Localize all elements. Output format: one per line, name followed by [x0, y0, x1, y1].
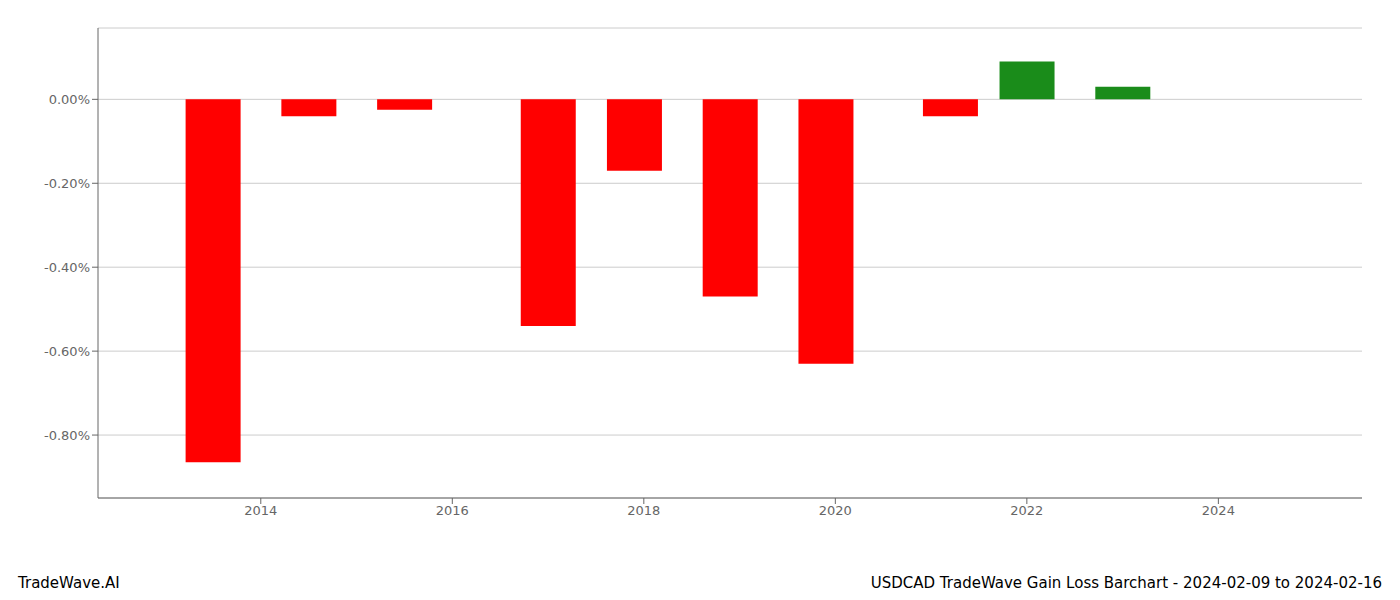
svg-text:-0.20%: -0.20%	[44, 176, 90, 191]
svg-text:-0.80%: -0.80%	[44, 428, 90, 443]
svg-text:2022: 2022	[1010, 503, 1043, 518]
svg-text:2018: 2018	[627, 503, 660, 518]
svg-text:2014: 2014	[244, 503, 277, 518]
html-text:USDCAD TradeWave Gain Loss Bar: USDCAD TradeWave Gain Loss Barchart - 20…	[870, 574, 1382, 592]
svg-text:-0.40%: -0.40%	[44, 260, 90, 275]
svg-text:2024: 2024	[1202, 503, 1235, 518]
svg-text:2016: 2016	[436, 503, 469, 518]
html-text:TradeWave.AI: TradeWave.AI	[18, 574, 120, 592]
svg-text:2020: 2020	[819, 503, 852, 518]
svg-text:-0.60%: -0.60%	[44, 344, 90, 359]
svg-text:0.00%: 0.00%	[49, 92, 90, 107]
